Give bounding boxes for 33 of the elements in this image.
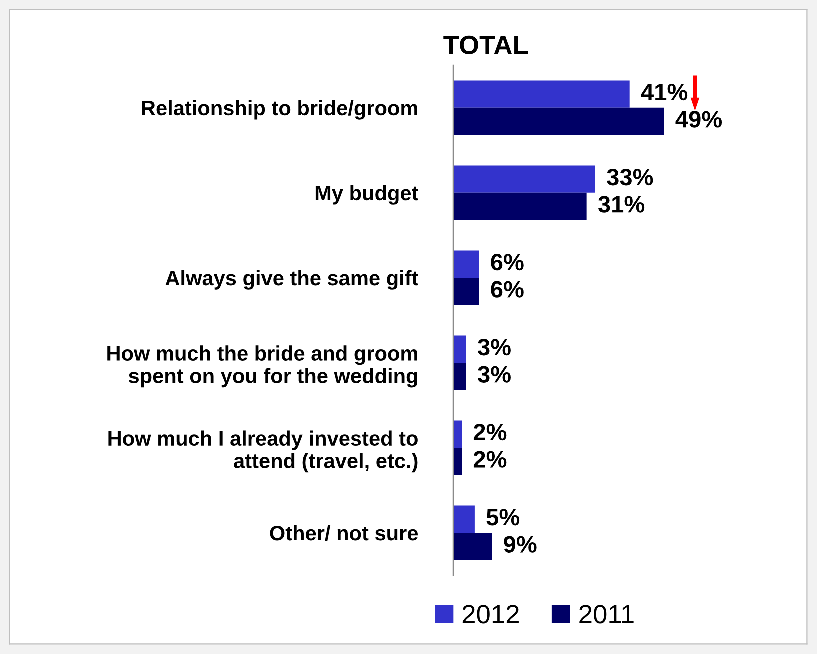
bar (453, 448, 462, 476)
data-label: 31% (598, 196, 645, 213)
data-label: 5% (486, 509, 520, 526)
data-label: 3% (478, 366, 511, 383)
legend-label: 2012 (462, 605, 519, 624)
bar (453, 362, 466, 390)
data-label: 6% (491, 281, 524, 298)
data-label: 2% (474, 451, 507, 468)
y-tick-label: Always give the same gift (166, 270, 418, 290)
bar (453, 336, 466, 363)
y-tick-label: Relationship to bride/groom (142, 100, 418, 120)
data-label: 2% (474, 424, 507, 441)
data-label: 9% (504, 536, 537, 553)
chart-title: TOTAL (444, 36, 528, 55)
y-tick-label: How much the bride and groom spent on you for the wedding (108, 346, 418, 388)
legend-label: 2011 (580, 605, 634, 624)
y-tick-label: Other/ not sure (270, 525, 418, 541)
y-tick-label: How much I already invested to attend (travel, etc.) (108, 430, 418, 473)
bar (453, 108, 664, 136)
data-label: 49% (676, 111, 722, 128)
bar (453, 80, 630, 108)
bar (453, 533, 492, 560)
bar (453, 192, 587, 220)
bar (453, 166, 596, 193)
data-label: 33% (607, 168, 654, 186)
bar (453, 506, 475, 534)
bar (453, 250, 480, 278)
data-label: 6% (491, 254, 524, 271)
data-label: 41% (641, 84, 688, 101)
data-label: 3% (478, 338, 511, 356)
y-tick-label: My budget (316, 185, 418, 205)
bar (453, 278, 480, 306)
bar (453, 420, 462, 448)
